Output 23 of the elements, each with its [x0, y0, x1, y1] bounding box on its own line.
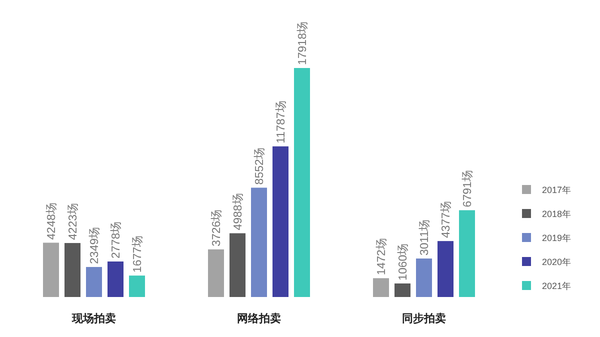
data-label: 6791场 — [461, 170, 474, 208]
legend-label: 2017年 — [542, 185, 572, 195]
legend-label: 2018年 — [542, 209, 572, 219]
data-label: 1677场 — [131, 234, 144, 273]
data-label: 8552场 — [253, 147, 266, 185]
data-label: 2349场 — [88, 226, 101, 264]
data-label: 1060场 — [396, 242, 410, 280]
data-label: 11787场 — [274, 100, 288, 144]
data-label: 3726场 — [210, 208, 223, 246]
data-label: 4223场 — [66, 202, 80, 240]
data-label: 17918场 — [296, 21, 309, 65]
data-label: 4988场 — [232, 192, 244, 230]
data-label: 4377场 — [440, 200, 452, 238]
legend-label: 2019年 — [542, 233, 572, 243]
x-tick-label: 同步拍卖 — [402, 312, 446, 325]
data-label: 2778场 — [110, 220, 122, 258]
data-label: 4248场 — [45, 202, 58, 240]
data-label: 1472场 — [375, 238, 388, 276]
data-label: 3011场 — [418, 218, 431, 256]
x-tick-label: 网络拍卖 — [237, 312, 281, 325]
legend-label: 2021年 — [542, 281, 572, 291]
legend-label: 2020年 — [542, 257, 572, 267]
x-tick-label: 现场拍卖 — [71, 312, 116, 325]
